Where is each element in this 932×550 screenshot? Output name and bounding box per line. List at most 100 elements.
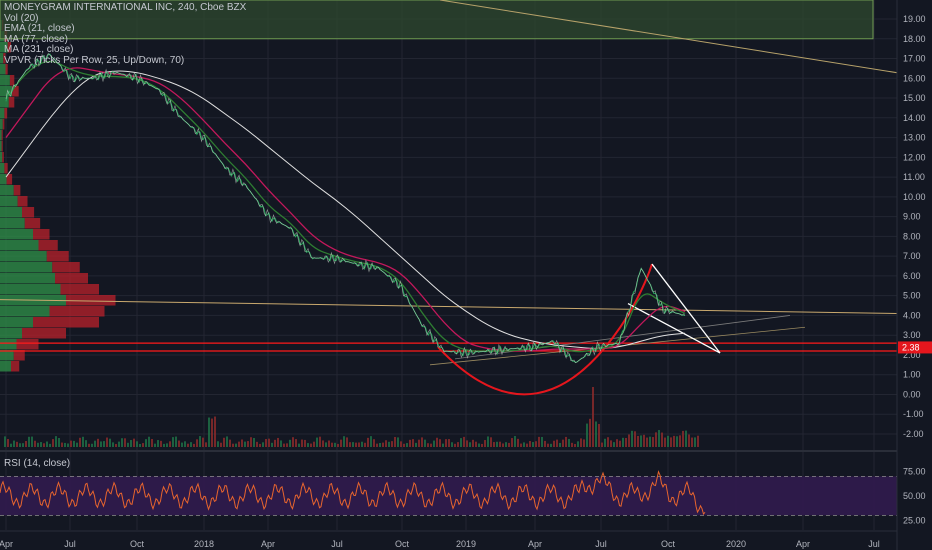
vp-row-up (0, 273, 55, 284)
volume-bar (385, 440, 387, 447)
volume-bar (646, 437, 648, 447)
vp-row-up (0, 119, 3, 130)
volume-bar (121, 438, 123, 447)
x-tick-label: Jul (868, 539, 880, 549)
volume-bar (589, 418, 591, 447)
y-tick-label: 11.00 (903, 172, 925, 182)
volume-bar (85, 440, 87, 447)
price-axis[interactable]: 19.00 18.00 17.00 16.00 15.00 14.00 13.00 12.00… (896, 0, 932, 550)
volume-bar (625, 437, 627, 447)
y-tick-label: 6.00 (903, 271, 921, 281)
volume-bar (493, 442, 495, 447)
y-tick-label: -1.00 (903, 409, 924, 419)
volume-bar (568, 438, 570, 447)
volume-bar (349, 442, 351, 447)
vp-row-up (0, 185, 14, 196)
y-tick-label: 4.00 (903, 310, 921, 320)
volume-bar (565, 436, 567, 447)
volume-bar (178, 440, 180, 447)
volume-bar (598, 423, 600, 447)
volume-bar (238, 441, 240, 447)
volume-bar (562, 439, 564, 447)
y-tick-label: 5.00 (903, 291, 921, 301)
volume-bar (451, 442, 453, 447)
volume-bar (553, 440, 555, 447)
vp-row-down (52, 262, 80, 273)
volume-bar (643, 434, 645, 447)
legend-ma77[interactable]: MA (77, close) (4, 33, 68, 45)
volume-bar (400, 441, 402, 447)
volume-bar (343, 436, 345, 447)
rsi-legend[interactable]: RSI (14, close) (4, 458, 71, 469)
volume-bar (601, 442, 603, 447)
volume-bar (274, 439, 276, 447)
volume-bar (679, 435, 681, 447)
cup-curve (437, 263, 653, 396)
volume-bar (217, 441, 219, 447)
volume-bar (697, 435, 699, 447)
vp-row-down (3, 53, 6, 64)
volume-bar (334, 442, 336, 447)
volume-bar (214, 416, 216, 447)
volume-bar (577, 441, 579, 447)
volume-bar (199, 436, 201, 447)
legend-vpvr[interactable]: VPVR (Ticks Per Row, 25, Up/Down, 70) (4, 54, 185, 66)
volume-bar (61, 442, 63, 447)
x-tick-label: Apr (796, 539, 810, 549)
volume-bar (127, 442, 129, 447)
vp-row-down (4, 163, 8, 174)
x-tick-label: Oct (130, 539, 145, 549)
volume-bar (4, 436, 6, 447)
chart-legend: MONEYGRAM INTERNATIONAL INC, 240, Cboe B… (4, 2, 247, 67)
volume-bar (208, 417, 210, 447)
volume-bars (4, 387, 699, 447)
y-tick-label: 0.00 (903, 389, 921, 399)
y-tick-label: 13.00 (903, 133, 926, 143)
vp-row-up (0, 306, 50, 317)
volume-bar (136, 441, 138, 447)
legend-symbol[interactable]: MONEYGRAM INTERNATIONAL INC, 240, Cboe B… (4, 2, 247, 13)
volume-bar (133, 438, 135, 447)
volume-bar (397, 437, 399, 447)
volume-bar (19, 443, 21, 447)
volume-bar (505, 442, 507, 447)
y-tick-label: 2.00 (903, 350, 921, 360)
volume-bar (448, 439, 450, 447)
vp-row-down (60, 284, 99, 295)
volume-bar (325, 442, 327, 447)
legend-ema[interactable]: EMA (21, close) (4, 23, 75, 35)
vp-row-up (0, 64, 6, 75)
volume-bar (268, 438, 270, 447)
volume-bar (691, 437, 693, 447)
vp-row-up (0, 339, 17, 350)
volume-bar (595, 421, 597, 447)
volume-bar (367, 437, 369, 447)
volume-bar (388, 441, 390, 447)
x-tick-label: Jul (64, 539, 76, 549)
volume-bar (25, 440, 27, 447)
vp-row-down (1, 130, 3, 141)
volume-bar (370, 436, 372, 447)
legend-vol[interactable]: Vol (20) (4, 12, 39, 24)
volume-bar (202, 437, 204, 447)
volume-bar (139, 443, 141, 447)
volume-bar (541, 436, 543, 447)
volume-bar (166, 443, 168, 447)
time-axis[interactable]: Apr Jul Oct 2018 Apr Jul Oct 2019 Apr Jul Oct 2020 A… (0, 539, 880, 549)
drawings[interactable] (0, 0, 932, 396)
vp-row-up (0, 196, 18, 207)
volume-bar (289, 439, 291, 447)
current-price-badge (898, 341, 932, 354)
legend-ma231[interactable]: MA (231, close) (4, 44, 74, 56)
volume-bar (151, 439, 153, 447)
volume-bar (508, 442, 510, 447)
volume-bar (271, 442, 273, 447)
volume-bar (634, 431, 636, 447)
volume-bar (319, 436, 321, 447)
volume-bar (352, 442, 354, 447)
volume-bar (346, 437, 348, 447)
volume-bar (523, 442, 525, 447)
volume-bar (673, 435, 675, 447)
trendline-upper (0, 299, 898, 314)
